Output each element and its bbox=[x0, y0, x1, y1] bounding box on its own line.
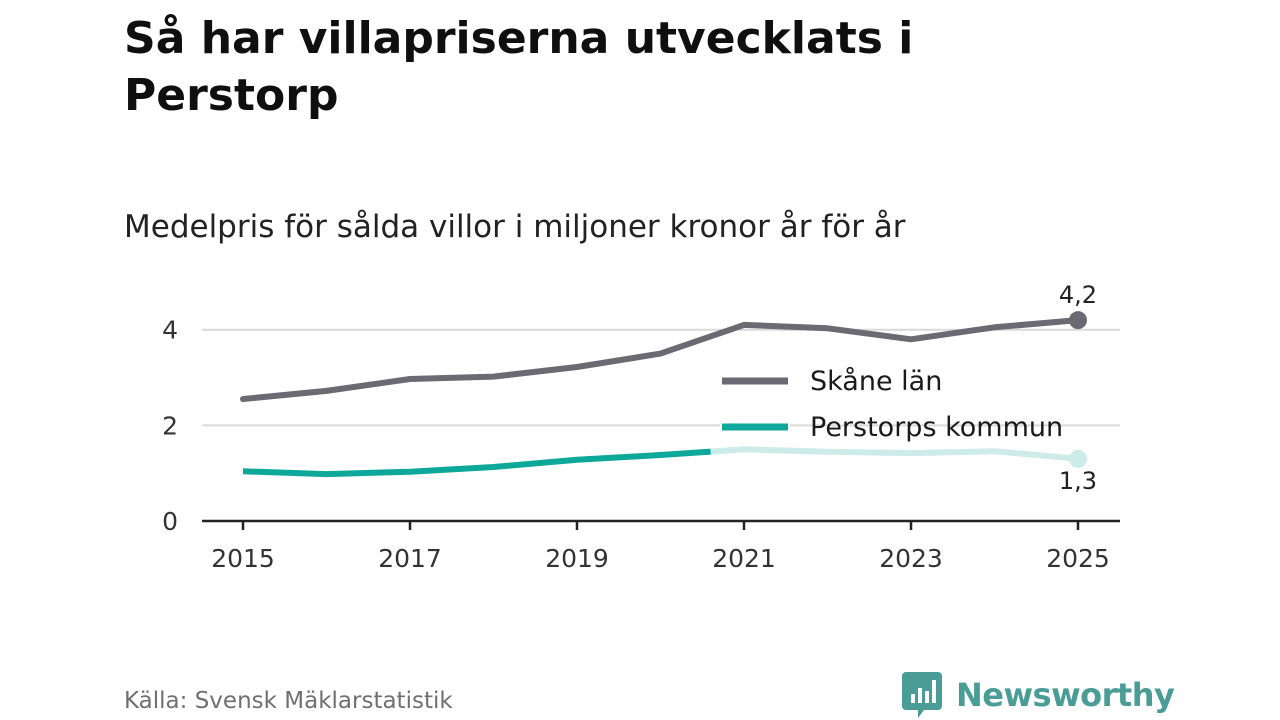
legend: Skåne län Perstorps kommun bbox=[720, 366, 1063, 443]
brand-name: Newsworthy bbox=[956, 676, 1175, 714]
series-lines bbox=[240, 311, 1087, 478]
chart-subtitle: Medelpris för sålda villor i miljoner kr… bbox=[124, 209, 906, 245]
legend-label-skane: Skåne län bbox=[810, 366, 942, 397]
axes: 0 2 4 2015 2017 2019 2021 2023 2025 bbox=[162, 316, 1120, 573]
x-tick-label: 2015 bbox=[211, 544, 275, 573]
y-tick-label: 4 bbox=[162, 316, 178, 345]
x-tick-label: 2023 bbox=[879, 544, 943, 573]
y-tick-label: 0 bbox=[162, 507, 178, 536]
series-line-perstorp bbox=[242, 448, 711, 478]
y-tick-label: 2 bbox=[162, 411, 178, 440]
labels: 4,2 1,3 bbox=[1059, 281, 1097, 495]
data-label-skane: 4,2 bbox=[1059, 281, 1097, 309]
grid-lines bbox=[202, 328, 1120, 427]
brand[interactable]: Newsworthy bbox=[902, 672, 1175, 718]
source-note: Källa: Svensk Mäklarstatistik bbox=[124, 688, 453, 714]
x-tick-label: 2019 bbox=[545, 544, 609, 573]
series-endpoint-perstorp bbox=[1069, 449, 1087, 468]
legend-label-perstorp: Perstorps kommun bbox=[810, 412, 1063, 443]
x-tick-label: 2021 bbox=[712, 544, 776, 573]
series-line-perstorp-faded bbox=[707, 446, 1081, 462]
x-tick-label: 2017 bbox=[378, 544, 442, 573]
series-endpoint-skane bbox=[1069, 311, 1087, 330]
x-tick-label: 2025 bbox=[1046, 544, 1110, 573]
newsworthy-logo-icon bbox=[902, 672, 942, 718]
data-label-perstorp: 1,3 bbox=[1059, 467, 1097, 495]
series-line-skane bbox=[240, 317, 1081, 402]
chart-title: Så har villapriserna utvecklats i Persto… bbox=[124, 13, 914, 121]
